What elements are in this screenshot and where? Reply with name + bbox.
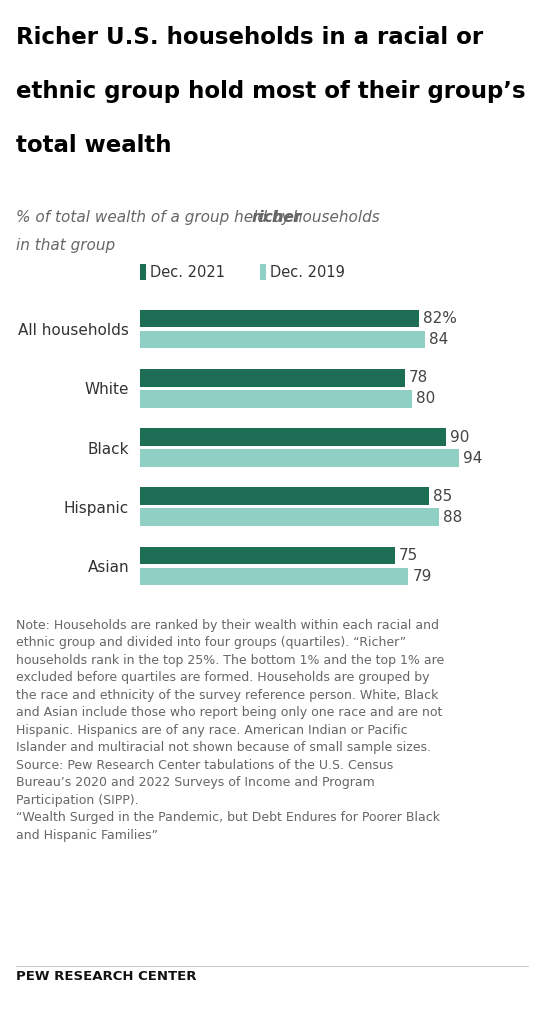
Bar bbox=[140, 429, 446, 446]
Text: richer: richer bbox=[251, 210, 302, 225]
Text: 94: 94 bbox=[463, 450, 483, 465]
Bar bbox=[140, 390, 412, 408]
Text: PEW RESEARCH CENTER: PEW RESEARCH CENTER bbox=[16, 970, 197, 983]
Text: 79: 79 bbox=[412, 569, 432, 584]
Bar bbox=[140, 568, 409, 585]
Text: Dec. 2021: Dec. 2021 bbox=[150, 265, 225, 279]
Text: 90: 90 bbox=[450, 430, 469, 445]
Text: 85: 85 bbox=[433, 489, 452, 503]
Bar bbox=[140, 487, 429, 505]
Bar bbox=[140, 369, 405, 387]
Text: households: households bbox=[288, 210, 380, 225]
Text: % of total wealth of a group held by: % of total wealth of a group held by bbox=[16, 210, 296, 225]
Text: 75: 75 bbox=[399, 548, 418, 563]
Bar bbox=[140, 310, 419, 327]
Text: in that group: in that group bbox=[16, 238, 115, 254]
Text: 82%: 82% bbox=[423, 311, 456, 326]
Text: 88: 88 bbox=[443, 509, 462, 525]
Bar bbox=[140, 508, 439, 526]
Text: 80: 80 bbox=[416, 392, 435, 406]
Text: total wealth: total wealth bbox=[16, 134, 172, 157]
Text: Richer U.S. households in a racial or: Richer U.S. households in a racial or bbox=[16, 26, 484, 48]
Bar bbox=[140, 330, 425, 349]
Text: Note: Households are ranked by their wealth within each racial and
ethnic group : Note: Households are ranked by their wea… bbox=[16, 619, 444, 842]
Bar bbox=[140, 449, 459, 466]
Text: 84: 84 bbox=[429, 332, 449, 347]
Text: ethnic group hold most of their group’s: ethnic group hold most of their group’s bbox=[16, 80, 526, 102]
Text: 78: 78 bbox=[409, 370, 428, 386]
Bar bbox=[140, 546, 395, 565]
Text: Dec. 2019: Dec. 2019 bbox=[270, 265, 345, 279]
